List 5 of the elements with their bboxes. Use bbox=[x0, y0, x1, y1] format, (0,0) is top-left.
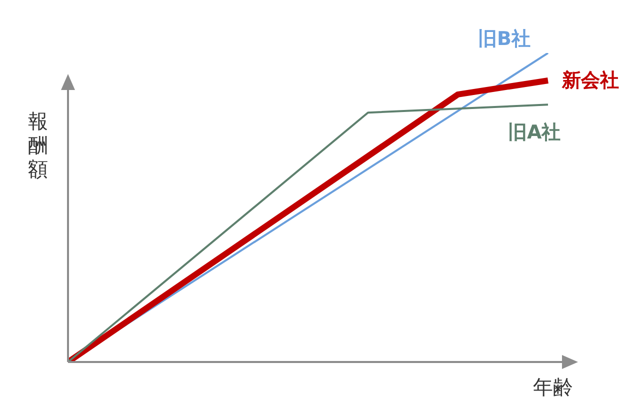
y-axis-title: 報酬額 bbox=[28, 109, 48, 181]
series-label: 旧A社 bbox=[508, 122, 561, 144]
series-label: 旧B社 bbox=[478, 28, 530, 50]
series-label: 新会社 bbox=[561, 70, 619, 92]
x-axis-title: 年齢 bbox=[533, 375, 573, 399]
